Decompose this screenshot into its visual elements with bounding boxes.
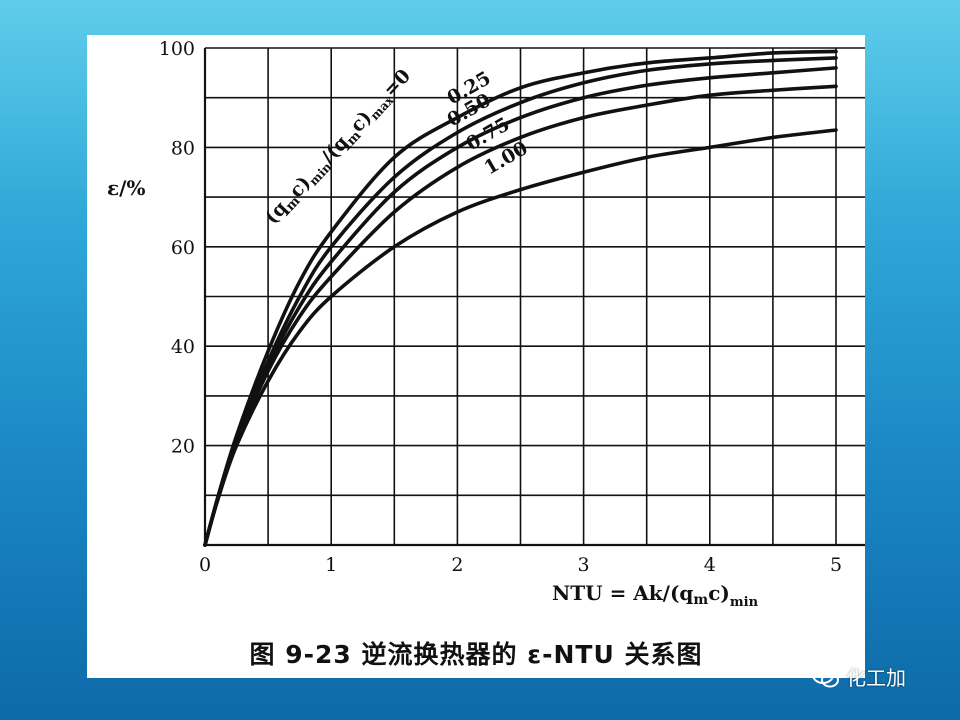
watermark: 化工加	[812, 662, 906, 691]
x-axis-title: NTU = Ak/(qmc)min	[552, 581, 759, 610]
x-tick-label: 3	[578, 554, 590, 576]
y-tick-label: 100	[159, 38, 195, 60]
curves	[203, 49, 838, 547]
x-tick-label: 1	[325, 554, 337, 576]
y-axis-label: ε/%	[107, 176, 145, 200]
wechat-icon	[812, 665, 839, 687]
x-axis-label-end: c)	[708, 581, 730, 605]
x-axis-label: NTU = Ak/(q	[552, 581, 693, 605]
x-tick-label: 5	[830, 554, 842, 576]
x-axis-label-min: min	[730, 595, 759, 610]
watermark-text: 化工加	[846, 666, 906, 690]
y-tick-label: 80	[171, 137, 195, 159]
x-tick-label: 0	[199, 554, 211, 576]
x-tick-label: 4	[704, 554, 716, 576]
x-tick-label: 2	[451, 554, 463, 576]
tick-labels: 0 1 2 3 4 5 20 40 60 80 100	[159, 38, 842, 576]
y-tick-label: 60	[171, 237, 195, 259]
figure-panel: 0 1 2 3 4 5 20 40 60 80 100 ε/% NTU = Ak/(qmc)min …	[87, 35, 865, 678]
y-tick-label: 40	[171, 336, 195, 358]
figure-caption: 图 9-23 逆流换热器的 ε-NTU 关系图	[249, 640, 703, 669]
series-line-1.00	[203, 128, 838, 547]
y-tick-label: 20	[171, 436, 195, 458]
x-axis-label-sub: m	[693, 592, 708, 608]
svg-text:NTU = Ak/(qmc)min: NTU = Ak/(qmc)min	[552, 581, 759, 610]
